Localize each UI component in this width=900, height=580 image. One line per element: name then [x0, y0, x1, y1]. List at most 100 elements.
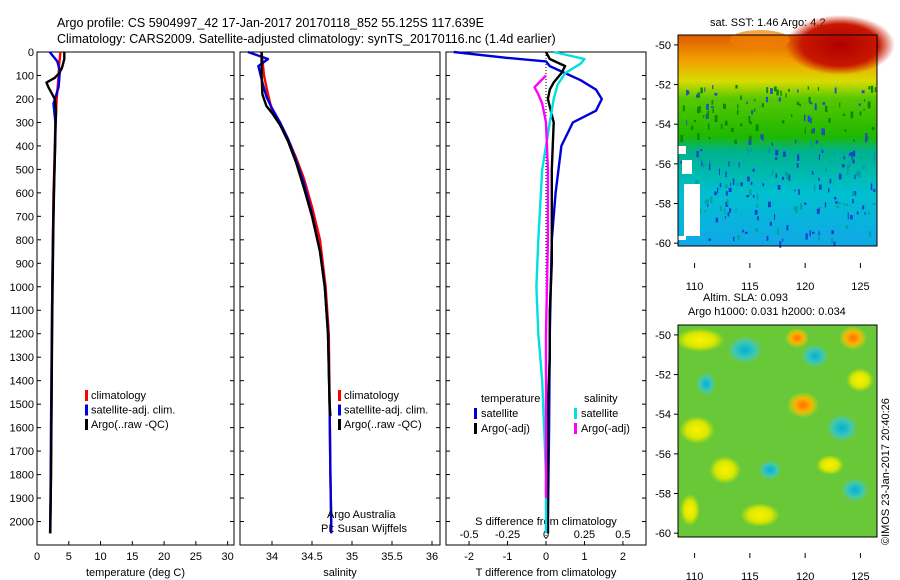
temperature-panel: 0100200300400500600700800900100011001200… — [10, 47, 235, 579]
sst-speckle-mark — [818, 178, 820, 181]
sst-speckle-mark — [785, 93, 787, 98]
sst-speckle-mark — [824, 105, 828, 113]
sst-speckle-mark — [818, 207, 821, 210]
temperature-xtick-label: 15 — [126, 551, 138, 563]
sst-speckle-mark — [754, 210, 758, 214]
sst-speckle-mark — [717, 187, 719, 193]
map-xtick-label: 120 — [796, 571, 814, 580]
sst-speckle-mark — [752, 168, 755, 172]
depth-tick-label: 1700 — [10, 446, 34, 458]
difference-xlabel: T difference from climatology — [476, 567, 617, 579]
depth-tick-label: 900 — [16, 258, 34, 270]
sst-speckle-mark — [834, 196, 837, 200]
map-xtick-label: 110 — [686, 571, 704, 580]
sst-speckle-mark — [757, 216, 759, 221]
sst-speckle-mark — [863, 99, 866, 102]
sst-speckle-mark — [749, 121, 752, 125]
salinity-xlabel: salinity — [323, 567, 357, 579]
sst-speckle-mark — [868, 86, 871, 90]
sst-speckle-mark — [703, 115, 705, 118]
sst-land-mask-3 — [684, 184, 700, 236]
sst-speckle-mark — [864, 137, 867, 143]
imos-credit: ©IMOS 23-Jan-2017 20:40:26 — [880, 398, 892, 545]
sst-speckle-mark — [755, 228, 758, 233]
sst-speckle-mark — [752, 195, 755, 198]
sst-map-frame — [677, 34, 878, 247]
sst-speckle-mark — [686, 120, 688, 126]
temperature-xtick-label: 25 — [190, 551, 202, 563]
difference-series-1 — [544, 51, 567, 534]
depth-tick-label: 200 — [16, 94, 34, 106]
sst-speckle-mark — [818, 231, 820, 236]
sst-speckle-mark — [814, 103, 817, 111]
depth-tick-label: 2000 — [10, 517, 34, 529]
sst-speckle-mark — [776, 89, 779, 96]
sst-warm-core — [785, 15, 895, 75]
sst-speckle-mark — [771, 169, 774, 176]
sst-speckle-mark — [822, 102, 826, 105]
legend-swatch — [85, 404, 88, 416]
map-ytick-label: -58 — [655, 489, 671, 501]
sst-speckle-mark — [720, 123, 723, 130]
legend-entry: satellite — [481, 408, 518, 420]
depth-tick-label: 500 — [16, 164, 34, 176]
depth-tick-label: 600 — [16, 188, 34, 200]
sst-speckle-mark — [831, 230, 834, 235]
sst-speckle-mark — [817, 155, 820, 160]
sla-yellow-patch-5 — [816, 455, 844, 475]
temperature-xtick-label: 30 — [222, 551, 234, 563]
map-ytick-label: -52 — [655, 80, 671, 92]
sst-speckle-mark — [835, 201, 838, 204]
sst-speckle-mark — [748, 116, 751, 123]
sst-speckle-mark — [696, 151, 699, 158]
sst-speckle-mark — [808, 96, 811, 103]
sst-speckle-mark — [771, 142, 773, 147]
sst-speckle-mark — [844, 129, 847, 132]
legend-entry: climatology — [344, 390, 400, 402]
sst-speckle-mark — [706, 199, 709, 203]
sst-speckle-mark — [732, 178, 735, 186]
sst-speckle-mark — [810, 141, 813, 148]
sst-speckle-mark — [833, 241, 836, 246]
sst-speckle-mark — [747, 147, 749, 155]
depth-tick-label: 0 — [28, 47, 34, 59]
sla-map-frame — [677, 324, 878, 538]
sst-speckle-mark — [729, 208, 732, 213]
sla-cyan-spot-1 — [727, 336, 763, 364]
sst-speckle-mark — [797, 89, 799, 93]
sst-speckle-mark — [712, 108, 714, 113]
sst-speckle-mark — [691, 125, 694, 131]
sst-speckle-mark — [782, 176, 784, 180]
sst-speckle-mark — [858, 171, 861, 178]
temperature-xtick-label: 20 — [158, 551, 170, 563]
sst-speckle-mark — [829, 178, 832, 184]
sst-speckle-mark — [708, 137, 711, 140]
sst-speckle-mark — [712, 85, 714, 90]
sst-speckle-mark — [864, 211, 866, 215]
sst-speckle-mark — [754, 99, 756, 102]
sla-cyan-spot-4 — [758, 460, 782, 480]
difference-series-3 — [533, 74, 550, 498]
sst-speckle-mark — [839, 102, 841, 108]
sst-speckle-mark — [868, 211, 870, 215]
sst-speckle-mark — [845, 203, 849, 206]
sst-speckle-mark — [852, 199, 854, 204]
sst-speckle-mark — [680, 134, 684, 142]
sst-speckle-mark — [842, 113, 846, 116]
sst-speckle-mark — [788, 174, 791, 181]
sst-speckle-mark — [755, 124, 759, 132]
sst-speckle-mark — [708, 238, 712, 241]
sst-speckle-mark — [824, 168, 828, 173]
sst-speckle-mark — [779, 241, 782, 248]
sla-yellow-patch-4 — [709, 456, 741, 484]
sla-yellow-patch-2 — [846, 368, 874, 392]
sst-speckle-mark — [872, 202, 875, 205]
depth-tick-label: 700 — [16, 211, 34, 223]
sla-map-title1: Altim. SLA: 0.093 — [703, 292, 788, 304]
map-xtick-label: 115 — [741, 281, 759, 293]
sst-speckle-mark — [868, 231, 872, 237]
sst-speckle-mark — [795, 206, 798, 213]
sst-speckle-mark — [859, 111, 862, 116]
sst-speckle-mark — [710, 196, 713, 203]
sst-speckle-mark — [696, 94, 700, 98]
